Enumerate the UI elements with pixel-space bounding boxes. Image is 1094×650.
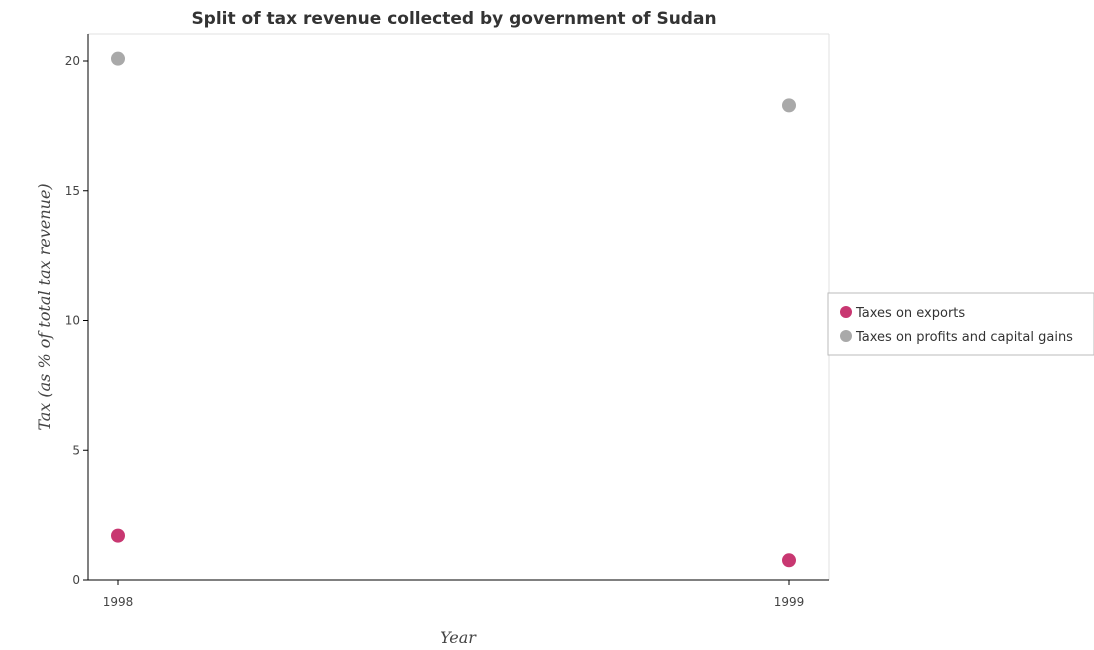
legend-marker-exports — [840, 306, 852, 318]
x-tick-label: 1999 — [774, 595, 805, 609]
data-point-profits-1999 — [782, 98, 796, 113]
legend-marker-profits — [840, 330, 852, 342]
y-tick-label: 0 — [72, 573, 80, 587]
y-tick-label: 20 — [65, 54, 80, 68]
y-tick-label: 5 — [72, 443, 80, 457]
y-tick-label: 15 — [65, 184, 80, 198]
x-axis-ticks: 1998 1999 — [103, 580, 805, 609]
y-axis-label: Tax (as % of total tax revenue) — [35, 183, 54, 430]
x-axis-label: Year — [440, 628, 477, 647]
legend-box — [827, 292, 1094, 356]
y-tick-label: 10 — [65, 314, 80, 328]
y-axis-ticks: 0 5 10 15 20 — [65, 54, 88, 587]
x-tick-label: 1998 — [103, 595, 134, 609]
data-point-exports-1999 — [782, 553, 796, 568]
data-point-exports-1998 — [111, 528, 125, 543]
chart-title: Split of tax revenue collected by govern… — [191, 9, 716, 29]
legend-label-profits: Taxes on profits and capital gains — [855, 330, 1073, 345]
data-point-profits-1998 — [111, 51, 125, 66]
legend-label-exports: Taxes on exports — [855, 306, 965, 321]
data-points — [111, 51, 796, 568]
legend: Taxes on exports Taxes on profits and ca… — [827, 292, 1094, 356]
